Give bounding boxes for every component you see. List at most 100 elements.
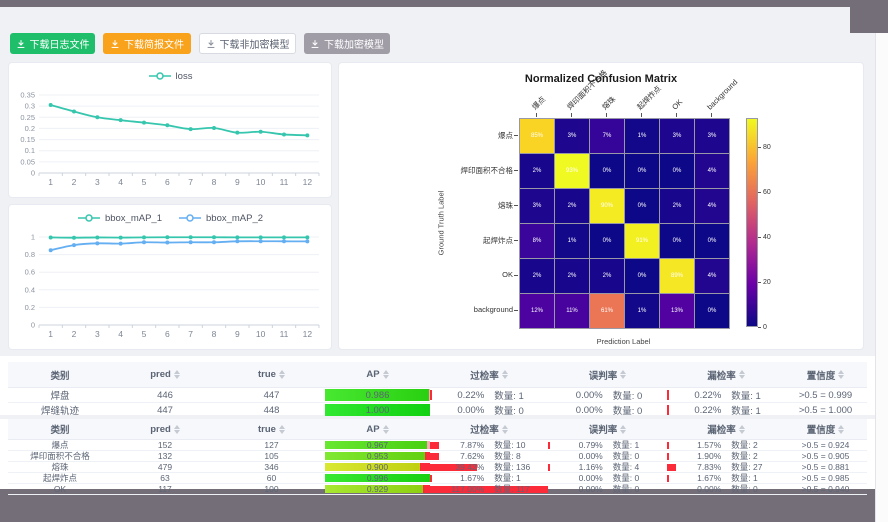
matrix-cell: 0% xyxy=(590,224,624,258)
confidence-cell-value: >0.5 = 0.924 xyxy=(801,440,850,450)
download-icon xyxy=(17,39,24,48)
rate-count: 数量: 2 xyxy=(731,440,758,450)
column-header-漏检率[interactable]: 漏检率 xyxy=(667,368,785,382)
missdetect-cell: 0.22% 数量: 1 xyxy=(667,403,785,417)
table-row: OK 117 100 0.929 117.00% 数量: 117 0.00% 数量: 0 0.0… xyxy=(8,484,867,495)
sort-icon[interactable] xyxy=(173,424,180,434)
column-header-漏检率[interactable]: 漏检率 xyxy=(667,422,785,436)
axis-tick xyxy=(514,170,518,171)
table-row: 焊盘 446 447 0.986 0.22% 数量: 1 0.00% 数量: 0 0.22% 数量… xyxy=(8,388,867,403)
matrix-cell: 2% xyxy=(555,259,589,293)
pred-cell: 446 xyxy=(112,388,218,402)
confusion-matrix: 85% 3% 7% 1% 3% 3% 2% 93% 0% 0% 0% 4% 3% 2% 90% 0% 2% 4% 8… xyxy=(339,63,863,349)
ap-cell: 0.996 xyxy=(325,473,430,483)
svg-text:3: 3 xyxy=(95,177,100,187)
sort-asc-icon xyxy=(838,370,845,374)
rate-percent: 0.00% xyxy=(457,404,485,416)
sort-icon[interactable] xyxy=(838,424,845,434)
sort-icon[interactable] xyxy=(738,424,745,434)
colorbar-tick-label: 60 xyxy=(763,188,771,196)
rate-bar xyxy=(430,441,440,449)
sort-icon[interactable] xyxy=(620,370,627,379)
button-label: 下载加密模型 xyxy=(324,40,384,51)
column-header-label: 过检率 xyxy=(470,425,499,436)
sort-asc-icon xyxy=(738,424,745,429)
sort-icon[interactable] xyxy=(620,424,627,434)
matrix-col-label: OK xyxy=(670,97,685,112)
class-cell: 爆点 xyxy=(8,440,112,450)
column-header-过检率[interactable]: 过检率 xyxy=(430,368,548,382)
rate-percent: 7.87% xyxy=(460,440,485,450)
column-header-误判率[interactable]: 误判率 xyxy=(548,422,667,436)
ap-cell: 0.929 xyxy=(325,484,430,494)
line-series-icon xyxy=(77,214,100,222)
sort-icon[interactable] xyxy=(278,424,285,434)
legend-item-bbox_mAP_2[interactable]: bbox_mAP_2 xyxy=(178,213,263,224)
sort-icon[interactable] xyxy=(501,370,508,379)
ap-cell: 1.000 xyxy=(325,403,430,417)
download-report-button[interactable]: 下载简报文件 xyxy=(103,33,191,54)
column-header-true[interactable]: true xyxy=(218,369,325,380)
ap-cell: 0.967 xyxy=(325,440,430,450)
line-series-icon xyxy=(179,214,201,222)
button-label: 下载日志文件 xyxy=(29,40,90,51)
sort-icon[interactable] xyxy=(382,424,389,434)
column-header-AP[interactable]: AP xyxy=(325,369,430,380)
ap-value: 0.953 xyxy=(366,451,389,461)
download-plain-model-button[interactable]: 下载非加密模型 xyxy=(199,33,296,54)
sort-icon[interactable] xyxy=(838,370,845,379)
overdetect-cell: 7.87% 数量: 10 xyxy=(430,440,548,450)
legend-item-bbox_mAP_1[interactable]: bbox_mAP_1 xyxy=(77,213,162,224)
column-header-误判率[interactable]: 误判率 xyxy=(548,368,667,382)
sort-asc-icon xyxy=(738,370,745,374)
legend-item-loss[interactable]: loss xyxy=(148,71,192,82)
legend-label: bbox_mAP_2 xyxy=(206,212,264,224)
scrollbar-track[interactable] xyxy=(875,33,888,522)
missdetect-cell: 1.90% 数量: 2 xyxy=(667,451,785,461)
button-label: 下载简报文件 xyxy=(124,40,184,51)
column-header-过检率[interactable]: 过检率 xyxy=(430,422,548,436)
axis-tick xyxy=(676,113,677,117)
column-header-AP[interactable]: AP xyxy=(325,424,430,435)
download-encrypted-model-button[interactable]: 下载加密模型 xyxy=(304,33,390,54)
rate-count: 数量: 0 xyxy=(494,406,524,417)
true-cell: 60 xyxy=(218,473,325,483)
sort-icon[interactable] xyxy=(738,370,745,379)
column-header-置信度[interactable]: 置信度 xyxy=(785,368,866,382)
svg-text:9: 9 xyxy=(235,177,240,187)
sort-icon[interactable] xyxy=(501,424,508,434)
sort-desc-icon xyxy=(278,429,285,434)
column-header-true[interactable]: true xyxy=(218,424,325,435)
overdetect-cell: 39.42% 数量: 136 xyxy=(430,462,548,472)
svg-text:5: 5 xyxy=(142,329,147,339)
download-log-button[interactable]: 下载日志文件 xyxy=(10,33,95,54)
column-header-置信度[interactable]: 置信度 xyxy=(785,422,866,436)
column-header-label: 置信度 xyxy=(806,370,836,382)
sort-icon[interactable] xyxy=(382,370,389,379)
svg-text:0: 0 xyxy=(31,169,35,178)
ap-bar xyxy=(325,441,427,449)
column-header-pred[interactable]: pred xyxy=(112,424,218,435)
window-frame-corner xyxy=(850,7,888,33)
y-axis-label: Ground Truth Label xyxy=(436,190,446,255)
matrix-cell: 1% xyxy=(625,294,659,328)
sort-desc-icon xyxy=(278,375,285,379)
column-header-label: AP xyxy=(366,423,380,435)
colorbar-tick-label: 0 xyxy=(763,323,767,331)
colorbar-tick xyxy=(758,237,761,239)
column-header-pred[interactable]: pred xyxy=(112,369,218,380)
matrix-cell: 2% xyxy=(590,259,624,293)
overdetect-cell: 0.00% 数量: 0 xyxy=(430,403,548,418)
column-header-label: 置信度 xyxy=(806,425,836,436)
pred-cell: 447 xyxy=(112,403,218,417)
rate-percent: 0.00% xyxy=(578,473,603,483)
sort-icon[interactable] xyxy=(278,370,285,379)
svg-text:5: 5 xyxy=(142,177,147,187)
rate-percent: 0.00% xyxy=(697,484,722,494)
svg-text:0.35: 0.35 xyxy=(20,91,35,100)
sort-asc-icon xyxy=(278,370,285,374)
rate-count: 数量: 27 xyxy=(731,462,763,472)
axis-tick xyxy=(514,205,518,206)
sort-icon[interactable] xyxy=(173,370,180,379)
column-header-label: true xyxy=(258,369,276,380)
